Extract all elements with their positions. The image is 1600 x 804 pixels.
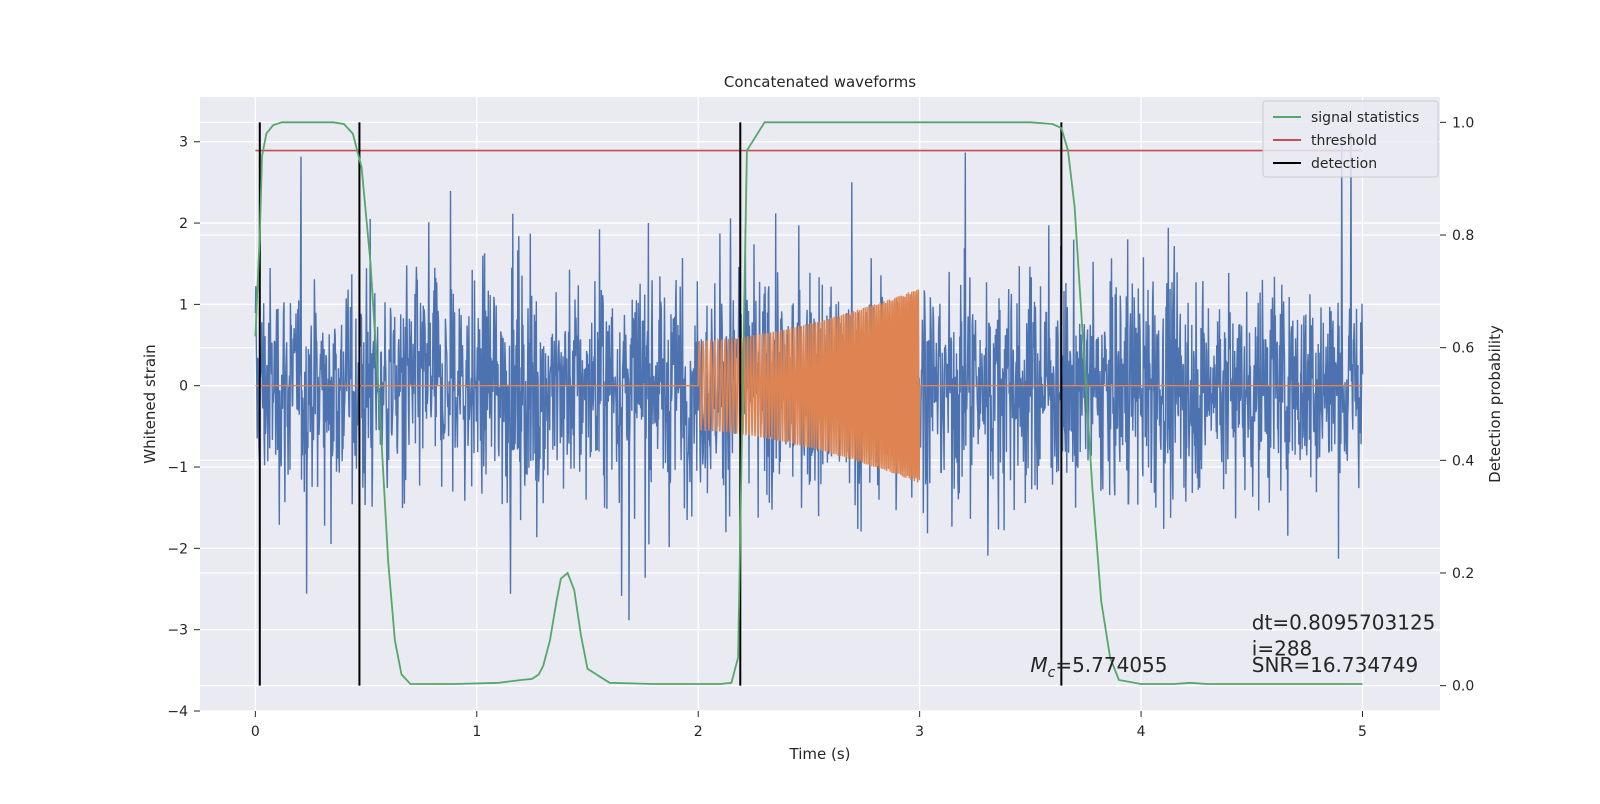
legend-box — [1262, 100, 1439, 178]
annotation-part: =5.774055 — [1055, 653, 1167, 677]
x-tick-label: 2 — [694, 724, 703, 740]
chart-title: Concatenated waveforms — [724, 73, 916, 91]
y-right-tick-label: 0.0 — [1452, 679, 1474, 695]
y-left-tick-label: 1 — [179, 297, 188, 313]
y-left-tick-label: −4 — [167, 704, 188, 720]
y-right-tick-label: 0.2 — [1452, 566, 1474, 582]
y-left-tick-label: −1 — [167, 460, 188, 476]
legend-label: threshold — [1311, 133, 1377, 149]
y-right-tick-label: 0.6 — [1452, 341, 1474, 357]
legend-label: signal statistics — [1311, 110, 1419, 126]
y-left-tick-label: 3 — [179, 135, 188, 151]
annotation-part: c — [1048, 665, 1056, 681]
y-left-tick-label: −2 — [167, 541, 188, 557]
y-right-tick-label: 1.0 — [1452, 115, 1474, 131]
y-left-tick-label: −3 — [167, 623, 188, 639]
legend: signal statistics threshold detection — [1262, 100, 1439, 178]
y-right-tick-label: 0.4 — [1452, 453, 1474, 469]
y-left-tick-label: 2 — [179, 216, 188, 232]
y-left-tick-label: 0 — [179, 379, 188, 395]
series-signal-statistics — [254, 121, 1363, 685]
annotation-part: M — [1030, 653, 1047, 677]
y-right-tick-label: 0.8 — [1452, 228, 1474, 244]
y-axis-label-right: Detection probability — [1486, 325, 1504, 483]
x-tick-label: 0 — [251, 724, 260, 740]
legend-label: detection — [1311, 156, 1377, 172]
annotation-text: dt=0.8095703125 — [1252, 611, 1436, 635]
x-tick-label: 4 — [1137, 724, 1146, 740]
annotation-text: SNR=16.734749 — [1252, 653, 1418, 677]
axes-layer: 0 1 2 3 4 5 −4 −3 −2 −1 0 1 2 3 0.0 0.2 0.4 0.6 0.8 1.0 — [167, 115, 1474, 740]
annotation-chirp-mass: Mc=5.774055 — [1030, 653, 1167, 681]
series-injected-waveform — [255, 289, 1363, 483]
series-layer — [254, 121, 1364, 686]
x-tick-label: 1 — [472, 724, 481, 740]
annotation-text: i=288 — [1252, 637, 1313, 661]
x-tick-label: 5 — [1358, 724, 1367, 740]
x-tick-label: 3 — [915, 724, 924, 740]
x-axis-label: Time (s) — [789, 745, 851, 763]
y-axis-label-left: Whitened strain — [141, 344, 159, 463]
